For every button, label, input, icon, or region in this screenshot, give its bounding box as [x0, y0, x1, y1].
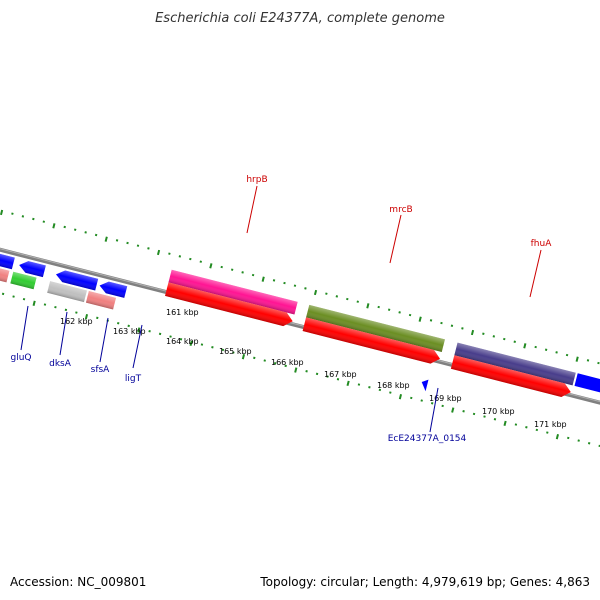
- scale-tick: [575, 356, 579, 362]
- map-title: Escherichia coli E24377A, complete genom…: [155, 11, 445, 26]
- gene-blue-2[interactable]: [18, 259, 46, 278]
- scale-tick: [523, 343, 527, 349]
- scale-tick: [104, 236, 108, 242]
- kbp-label: 163 kbp: [113, 327, 146, 336]
- cds-mrcB[interactable]: [302, 317, 442, 365]
- kbp-label: 167 kbp: [324, 370, 357, 379]
- accession-text: Accession: NC_009801: [10, 575, 146, 589]
- kbp-label: 168 kbp: [377, 381, 410, 390]
- scale-tick: [313, 289, 318, 296]
- forward-gene-labels: hrpB mrcB fhuA: [246, 175, 553, 298]
- scale-tick: [52, 223, 56, 229]
- reverse-gene-labels: gluQ dksA sfsA ligT EcE24377A_0154: [10, 305, 467, 444]
- cds-hrpB[interactable]: [165, 282, 294, 328]
- scale-tick: [189, 340, 193, 347]
- kbp-label: 162 kbp: [60, 317, 93, 326]
- gene-sfsA[interactable]: [47, 281, 87, 303]
- label-hrpB[interactable]: hrpB: [246, 175, 267, 185]
- scale-tick: [0, 209, 4, 216]
- scale-tick: [261, 276, 265, 282]
- gene-dksA[interactable]: [10, 271, 37, 290]
- kbp-label: 169 kbp: [429, 394, 462, 403]
- scale-tick: [156, 249, 161, 256]
- kbp-label: 161 kbp: [166, 308, 199, 317]
- scale-tick: [503, 420, 507, 427]
- scale-tick: [209, 263, 213, 269]
- forward-genes: [165, 269, 600, 399]
- gene-ligT-blue[interactable]: [98, 280, 128, 298]
- label-mrcB[interactable]: mrcB: [389, 205, 412, 215]
- label-ligT[interactable]: ligT: [125, 374, 142, 384]
- gene-blue-1[interactable]: [0, 244, 15, 270]
- gene-hrpB[interactable]: [168, 269, 298, 315]
- scale-tick: [294, 367, 298, 373]
- label-fhuA[interactable]: fhuA: [531, 239, 553, 249]
- gene-ligT[interactable]: [85, 290, 117, 310]
- gene-mrcB[interactable]: [306, 304, 445, 353]
- scale-tick: [398, 394, 403, 400]
- scale-tick: [555, 434, 559, 440]
- gene-fhuA[interactable]: [454, 342, 576, 386]
- kbp-label: 166 kbp: [271, 358, 304, 367]
- scale-tick: [470, 329, 475, 336]
- kbp-label: 171 kbp: [534, 420, 567, 429]
- kbp-labels: 161 kbp 162 kbp 163 kbp 164 kbp 165 kbp …: [60, 308, 567, 429]
- gene-EcE24377A_0154[interactable]: [420, 378, 429, 392]
- label-dksA[interactable]: dksA: [49, 359, 72, 369]
- kbp-label: 164 kbp: [166, 337, 199, 346]
- scale-tick: [418, 316, 422, 322]
- scale-tick: [84, 313, 89, 320]
- kbp-label: 170 kbp: [482, 407, 515, 416]
- kbp-label: 165 kbp: [219, 347, 252, 356]
- scale-tick: [241, 354, 246, 360]
- gene-right-blue[interactable]: [574, 373, 600, 393]
- gene-sfsA-blue[interactable]: [54, 269, 99, 291]
- track-group: [0, 209, 600, 448]
- scale-tick: [366, 303, 370, 309]
- scale-tick: [346, 380, 350, 387]
- topology-text: Topology: circular; Length: 4,979,619 bp…: [259, 575, 590, 589]
- label-sfsA[interactable]: sfsA: [91, 365, 111, 375]
- label-EcE24377A_0154[interactable]: EcE24377A_0154: [388, 434, 467, 444]
- reverse-genes: [0, 244, 429, 392]
- outer-tick-row: [0, 209, 600, 365]
- scale-tick: [137, 327, 141, 333]
- label-gluQ[interactable]: gluQ: [10, 353, 31, 363]
- cds-fhuA[interactable]: [450, 355, 573, 399]
- scale-tick: [32, 300, 36, 306]
- scale-tick: [451, 407, 455, 413]
